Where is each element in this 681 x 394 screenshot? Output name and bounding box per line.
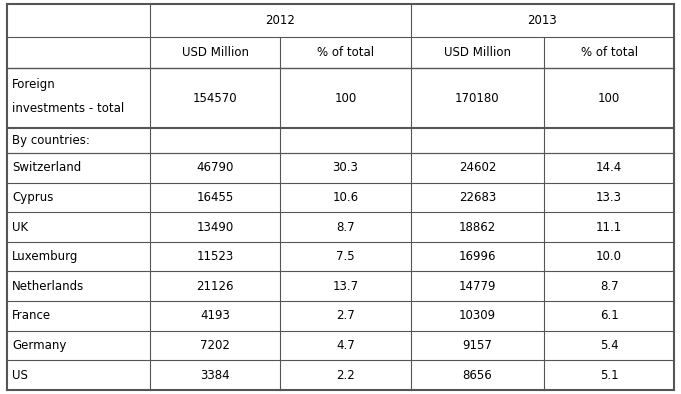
Text: US: US xyxy=(12,369,28,382)
Text: 18862: 18862 xyxy=(459,221,496,234)
Text: 24602: 24602 xyxy=(458,161,496,174)
Text: 4193: 4193 xyxy=(200,309,230,322)
Text: 10.0: 10.0 xyxy=(596,250,622,263)
Text: 5.4: 5.4 xyxy=(600,339,618,352)
Text: 16996: 16996 xyxy=(458,250,496,263)
Text: France: France xyxy=(12,309,51,322)
Text: 10309: 10309 xyxy=(459,309,496,322)
Text: 8.7: 8.7 xyxy=(336,221,355,234)
Text: Germany: Germany xyxy=(12,339,67,352)
Text: Switzerland: Switzerland xyxy=(12,161,82,174)
Text: 4.7: 4.7 xyxy=(336,339,355,352)
Text: 2012: 2012 xyxy=(266,14,296,27)
Text: USD Million: USD Million xyxy=(182,46,249,59)
Text: 14.4: 14.4 xyxy=(596,161,622,174)
Text: 3384: 3384 xyxy=(200,369,230,382)
Text: USD Million: USD Million xyxy=(444,46,511,59)
Text: Netherlands: Netherlands xyxy=(12,280,84,293)
Text: 8.7: 8.7 xyxy=(600,280,618,293)
Text: Foreign: Foreign xyxy=(12,78,56,91)
Text: 2.7: 2.7 xyxy=(336,309,355,322)
Text: 6.1: 6.1 xyxy=(600,309,618,322)
Text: 2.2: 2.2 xyxy=(336,369,355,382)
Text: 22683: 22683 xyxy=(459,191,496,204)
Text: UK: UK xyxy=(12,221,29,234)
Text: 11.1: 11.1 xyxy=(596,221,622,234)
Text: 170180: 170180 xyxy=(455,91,500,104)
Text: Luxemburg: Luxemburg xyxy=(12,250,78,263)
Text: 13.7: 13.7 xyxy=(332,280,359,293)
Text: Cyprus: Cyprus xyxy=(12,191,54,204)
Text: 100: 100 xyxy=(598,91,620,104)
Text: 154570: 154570 xyxy=(193,91,238,104)
Text: 9157: 9157 xyxy=(462,339,492,352)
Text: 11523: 11523 xyxy=(197,250,234,263)
Text: 7202: 7202 xyxy=(200,339,230,352)
Text: 13.3: 13.3 xyxy=(596,191,622,204)
Text: 10.6: 10.6 xyxy=(332,191,359,204)
Text: 30.3: 30.3 xyxy=(332,161,358,174)
Text: % of total: % of total xyxy=(317,46,374,59)
Text: investments - total: investments - total xyxy=(12,102,125,115)
Text: By countries:: By countries: xyxy=(12,134,90,147)
Text: 46790: 46790 xyxy=(197,161,234,174)
Text: 21126: 21126 xyxy=(197,280,234,293)
Text: 14779: 14779 xyxy=(458,280,496,293)
Text: 5.1: 5.1 xyxy=(600,369,618,382)
Text: 2013: 2013 xyxy=(528,14,557,27)
Text: 8656: 8656 xyxy=(462,369,492,382)
Text: 7.5: 7.5 xyxy=(336,250,355,263)
Text: % of total: % of total xyxy=(581,46,637,59)
Text: 13490: 13490 xyxy=(197,221,234,234)
Text: 100: 100 xyxy=(334,91,357,104)
Text: 16455: 16455 xyxy=(197,191,234,204)
